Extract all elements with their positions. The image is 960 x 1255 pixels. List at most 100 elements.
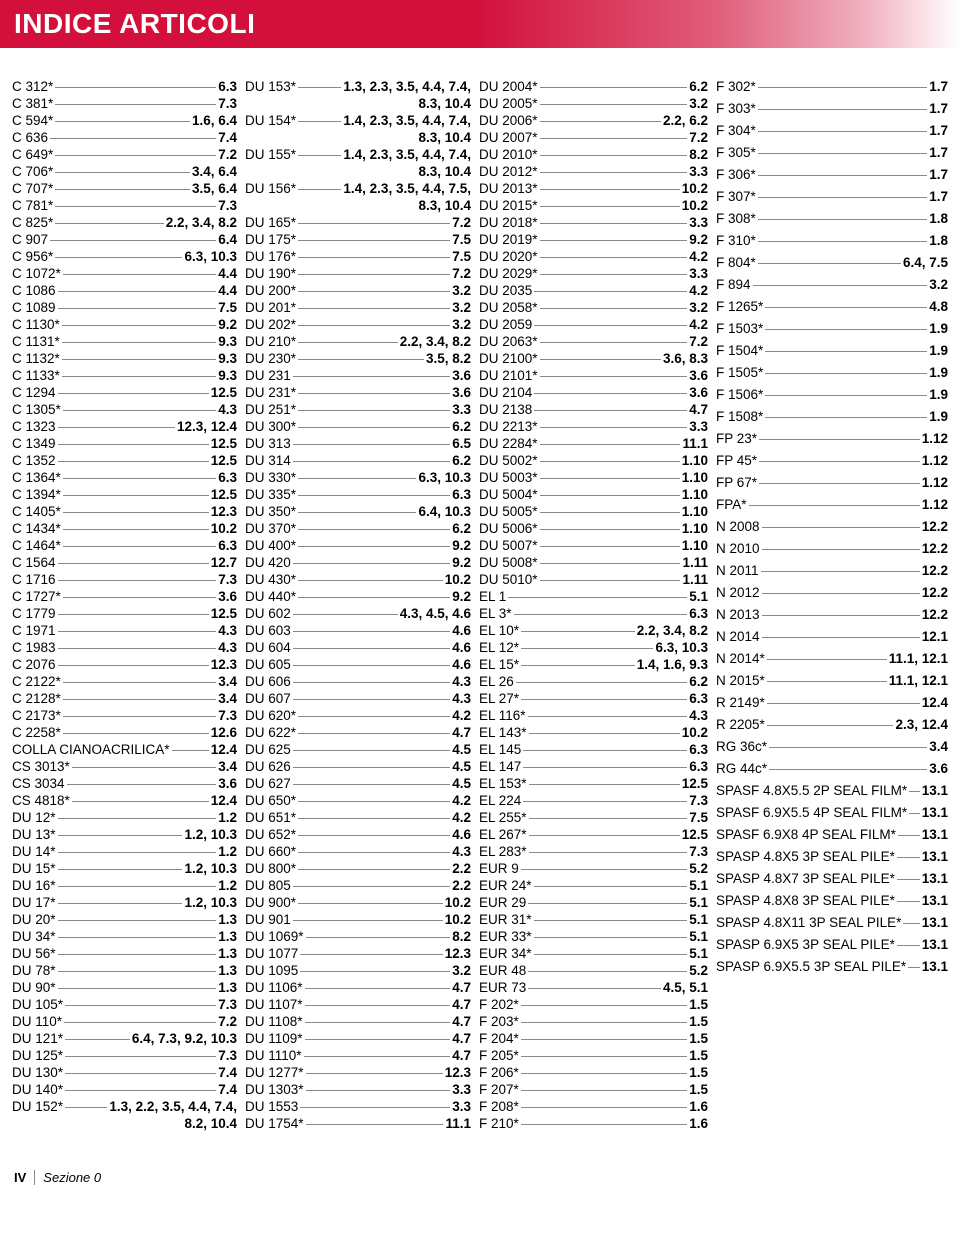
index-entry-page: 3.3 [452, 1098, 471, 1115]
index-entry-label: DU 314 [245, 452, 291, 469]
index-entry: F 307*1.7 [716, 188, 948, 205]
index-entry: DU 2013*10.2 [479, 180, 708, 197]
index-entry: DU 2006*2.2, 6.2 [479, 112, 708, 129]
index-entry-label: C 1305* [12, 401, 61, 418]
leader-line [523, 767, 687, 768]
index-entry-label: RG 36c* [716, 738, 767, 755]
index-entry-page: 7.3 [689, 792, 708, 809]
leader-line [298, 240, 450, 241]
leader-line [304, 1056, 451, 1057]
index-entry: EL 27*6.3 [479, 690, 708, 707]
index-entry: C 594*1.6, 6.4 [12, 112, 237, 129]
index-entry-label: DU 5004* [479, 486, 538, 503]
index-entry-page: 1.6, 6.4 [192, 112, 237, 129]
index-entry: DU 652*4.6 [245, 826, 471, 843]
leader-line [765, 351, 927, 352]
index-entry: F 310*1.8 [716, 232, 948, 249]
index-entry-label: DU 2006* [479, 112, 538, 129]
index-entry: C 207612.3 [12, 656, 237, 673]
index-entry-label: C 1405* [12, 503, 61, 520]
index-entry: EL 267*12.5 [479, 826, 708, 843]
leader-line [897, 857, 920, 858]
index-entry: C 19834.3 [12, 639, 237, 656]
index-entry-label: DU 805 [245, 877, 291, 894]
index-entry-label: DU 12* [12, 809, 56, 826]
index-entry-page: 1.5 [689, 1030, 708, 1047]
index-entry-page: 3.5, 8.2 [426, 350, 471, 367]
index-entry: DU 1069*8.2 [245, 928, 471, 945]
index-entry-page: 13.1 [922, 914, 948, 931]
index-entry: F 204*1.5 [479, 1030, 708, 1047]
leader-line [521, 665, 635, 666]
index-entry-label: DU 622* [245, 724, 296, 741]
leader-line [298, 495, 450, 496]
index-entry-label: DU 652* [245, 826, 296, 843]
index-entry: DU 2313.6 [245, 367, 471, 384]
index-entry-label: EL 15* [479, 656, 519, 673]
leader-line [521, 1107, 687, 1108]
index-entry: DU 202*3.2 [245, 316, 471, 333]
index-entry: DU 1106*4.7 [245, 979, 471, 996]
index-entry-label: SPASF 4.8X5.5 2P SEAL FILM* [716, 782, 907, 799]
leader-line [759, 461, 920, 462]
index-entry-label: F 302* [716, 78, 756, 95]
index-entry: DU 1107*4.7 [245, 996, 471, 1013]
leader-line [540, 206, 680, 207]
leader-line [528, 903, 687, 904]
index-entry-label: DU 202* [245, 316, 296, 333]
index-entry-page: 1.6 [689, 1115, 708, 1132]
leader-line [529, 835, 680, 836]
index-entry: CS 30343.6 [12, 775, 237, 792]
index-entry: RG 36c* 3.4 [716, 738, 948, 755]
index-entry-page: 7.3 [218, 95, 237, 112]
index-entry: SPASP 4.8X5 3P SEAL PILE*13.1 [716, 848, 948, 865]
index-entry-label: DU 2100* [479, 350, 538, 367]
index-entry-page: 2.2, 3.4, 8.2 [400, 333, 471, 350]
leader-line [749, 505, 920, 506]
index-entry-label: DU 56* [12, 945, 56, 962]
index-entry-label: F 1504* [716, 342, 763, 359]
index-entry-label: DU 335* [245, 486, 296, 503]
index-entry: F 305*1.7 [716, 144, 948, 161]
leader-line [58, 291, 217, 292]
index-entry-page: 1.3 [218, 911, 237, 928]
index-entry-page: 1.12 [922, 430, 948, 447]
index-entry-label: DU 176* [245, 248, 296, 265]
index-entry: EL 255*7.5 [479, 809, 708, 826]
index-entry-label: SPASF 6.9X8 4P SEAL FILM* [716, 826, 896, 843]
index-entry-page-cont: 8.3, 10.4 [245, 163, 471, 180]
index-entry-page: 1.4, 2.3, 3.5, 4.4, 7.4, [343, 146, 471, 163]
leader-line [293, 563, 450, 564]
index-entry-label: F 205* [479, 1047, 519, 1064]
leader-line [758, 175, 927, 176]
leader-line [540, 529, 680, 530]
index-entry-page: 12.5 [211, 486, 237, 503]
index-entry-page: 12.5 [211, 605, 237, 622]
leader-line [298, 410, 450, 411]
leader-line [172, 750, 209, 751]
index-entry: C 156412.7 [12, 554, 237, 571]
index-entry-page: 3.4 [929, 738, 948, 755]
leader-line [508, 597, 687, 598]
index-entry-page: 7.3 [689, 843, 708, 860]
leader-line [306, 937, 451, 938]
index-entry-page: 4.5 [452, 741, 471, 758]
index-entry: COLLA CIANOACRILICA*12.4 [12, 741, 237, 758]
index-entry-label: DU 5003* [479, 469, 538, 486]
index-entry-page: 7.5 [218, 299, 237, 316]
index-entry-page: 4.7 [452, 1047, 471, 1064]
index-entry-page: 2.2, 3.4, 8.2 [637, 622, 708, 639]
leader-line [521, 631, 635, 632]
leader-line [534, 393, 687, 394]
index-entry-page: 6.3 [689, 758, 708, 775]
index-entry-page: 10.2 [682, 724, 708, 741]
index-entry-label: N 2013 [716, 606, 760, 623]
index-entry: C 2173*7.3 [12, 707, 237, 724]
leader-line [767, 681, 887, 682]
index-entry: EUR 33*5.1 [479, 928, 708, 945]
index-entry-label: SPASP 4.8X8 3P SEAL PILE* [716, 892, 895, 909]
index-entry-label: DU 605 [245, 656, 291, 673]
index-entry: EL 1476.3 [479, 758, 708, 775]
leader-line [540, 444, 681, 445]
leader-line [540, 87, 688, 88]
